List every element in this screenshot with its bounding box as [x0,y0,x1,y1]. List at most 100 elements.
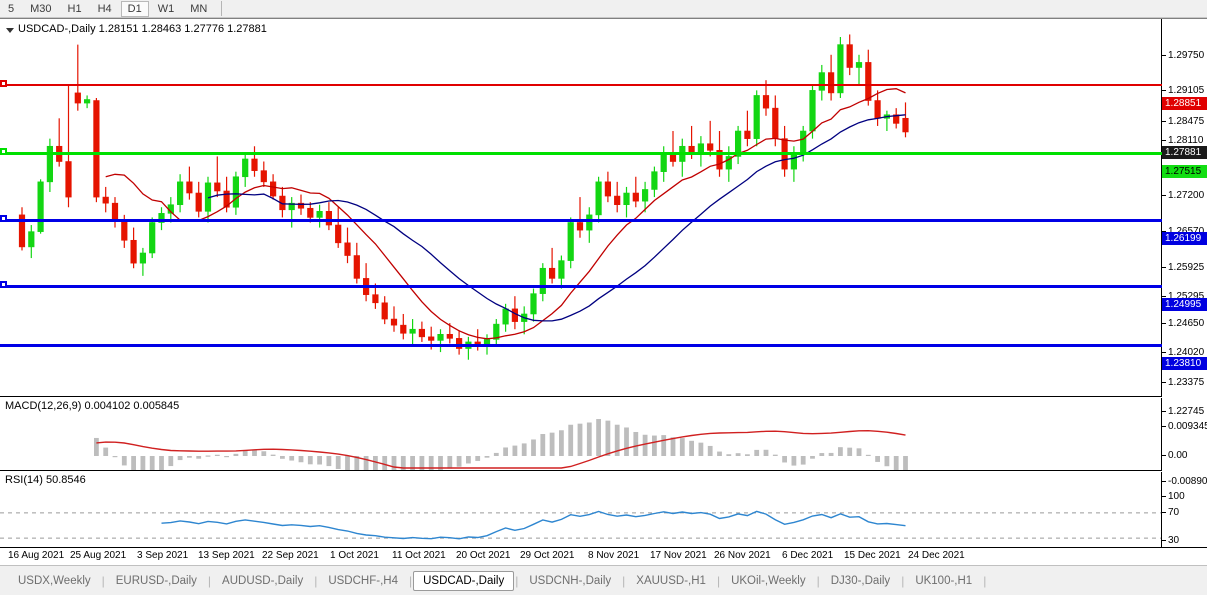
chart-tab-dj30-daily[interactable]: DJ30-,Daily [830,574,891,587]
chart-tab-audusd-daily[interactable]: AUDUSD-,Daily [222,574,304,587]
timeframe-button-d1[interactable]: D1 [120,0,149,17]
axis-tick-label: 1.28110 [1168,135,1204,146]
axis-tick-label: 1.23375 [1168,377,1205,388]
axis-tick: 1.22745 [1162,407,1204,417]
price-line-handle[interactable] [0,148,7,155]
chart-dropdown-icon[interactable] [6,28,14,33]
price-tag-blue[interactable]: 1.24995 [1162,298,1207,311]
chart-tab-usdx-weekly[interactable]: USDX,Weekly [18,574,91,587]
date-axis-label: 26 Nov 2021 [714,550,771,561]
axis-tick: 30 [1162,536,1179,546]
date-axis-label: 16 Aug 2021 [8,550,65,561]
price-line-support-blue-1[interactable] [0,219,1162,222]
chart-tab-usdcnh-daily[interactable]: USDCNH-,Daily [529,574,612,587]
tab-separator: | [207,573,212,588]
timeframe-button-mn[interactable]: MN [190,2,208,15]
axis-tick: 1.28110 [1162,136,1203,146]
chart-tab-eurusd-daily[interactable]: EURUSD-,Daily [115,574,197,587]
axis-tick: 1.29105 [1162,86,1204,96]
axis-tick-label: 100 [1168,491,1185,502]
axis-tick: 1.24020 [1162,348,1204,358]
tab-separator: | [901,573,905,588]
tab-separator: | [622,573,626,588]
tab-separator: | [983,573,987,588]
price-tag-red[interactable]: 1.28851 [1162,97,1207,110]
axis-tick: 1.27200 [1162,191,1204,201]
price-tag-black[interactable]: 1.27881 [1162,146,1207,159]
axis-tick: 1.24650 [1162,319,1204,329]
timeframe-button-m30[interactable]: M30 [30,2,52,15]
chart-tab-usdcad-daily[interactable]: USDCAD-,Daily [413,570,515,591]
axis-tick: 1.26570 [1162,227,1204,237]
axis-tick-label: 1.24020 [1168,347,1205,358]
date-axis-label: 13 Sep 2021 [198,550,255,561]
chart-tab-xauusd-h1[interactable]: XAUUSD-,H1 [636,574,706,587]
axis-tick: 0.00 [1162,451,1187,461]
price-line-resistance-red[interactable] [0,84,1162,86]
date-axis-label: 8 Nov 2021 [588,550,640,561]
timeframe-button-w1[interactable]: W1 [157,2,175,15]
date-axis-label: 6 Dec 2021 [782,550,834,561]
price-tag-blue[interactable]: 1.23810 [1162,357,1207,370]
date-axis-label: 1 Oct 2021 [330,550,379,561]
price-line-support-blue-3[interactable] [0,344,1162,347]
axis-tick: 1.23375 [1162,378,1204,388]
price-tag-blue[interactable]: 1.26199 [1162,232,1207,245]
axis-tick-label: 1.25925 [1168,262,1205,273]
date-axis-label: 3 Sep 2021 [137,550,189,561]
timeframe-button-h1[interactable]: H1 [67,2,82,15]
axis-tick-label: 1.29105 [1168,85,1205,96]
macd-pane[interactable]: MACD(12,26,9) 0.004102 0.005845 [0,398,1162,471]
macd-canvas [94,419,908,470]
price-line-handle[interactable] [0,281,7,288]
timeframe-button-5[interactable]: 5 [8,2,15,15]
candlestick-canvas [18,34,909,360]
axis-tick: 0.009345 [1162,422,1207,432]
axis-tick: -0.00890 [1162,477,1207,487]
axis-tick: 1.29750 [1162,51,1204,61]
axis-tick-label: 1.25295 [1168,291,1205,302]
price-axis[interactable]: 1.29750 1.29105 1.28475 1.28110 1.27200 1.265… [1162,19,1207,562]
axis-tick: 100 [1162,492,1185,502]
timeframe-button-h4[interactable]: H4 [97,2,112,15]
tab-separator: | [408,573,413,588]
tab-separator: | [816,573,820,588]
chart-tabs-bar: USDX,Weekly | EURUSD-,Daily | AUDUSD-,Daily |… [0,565,1207,595]
axis-tick-label: 1.27200 [1168,190,1205,201]
tab-separator: | [716,573,721,588]
axis-tick-label: 1.26570 [1168,226,1204,237]
date-axis-label: 20 Oct 2021 [456,550,511,561]
price-line-handle[interactable] [0,80,7,87]
chart-area: USDCAD-,Daily 1.28151 1.28463 1.27776 1.… [0,18,1207,562]
toolbar-divider [221,1,223,16]
date-axis: 16 Aug 2021 25 Aug 2021 3 Sep 2021 13 Sep 2… [0,547,1207,565]
axis-tick: 70 [1162,508,1179,518]
rsi-canvas [0,510,1161,540]
date-axis-label: 17 Nov 2021 [650,550,707,561]
axis-tick: 1.25925 [1162,263,1204,273]
chart-tab-usdchf-h4[interactable]: USDCHF-,H4 [328,574,398,587]
date-axis-label: 29 Oct 2021 [520,550,575,561]
tab-separator: | [101,573,105,588]
axis-tick-label: 0.009345 [1168,421,1207,432]
macd-label: MACD(12,26,9) 0.004102 0.005845 [5,400,180,412]
axis-tick-label: 30 [1168,535,1180,546]
axis-tick-label: 1.24650 [1168,318,1205,329]
axis-tick-label: 1.29750 [1168,50,1205,61]
chart-tab-uk100-h1[interactable]: UK100-,H1 [915,574,973,587]
axis-tick-label: 0.00 [1168,450,1188,461]
chart-tab-ukoil-weekly[interactable]: UKOil-,Weekly [731,574,806,587]
axis-tick-label: -0.00890 [1168,476,1207,487]
price-line-support-blue-2[interactable] [0,285,1162,288]
price-pane[interactable]: USDCAD-,Daily 1.28151 1.28463 1.27776 1.… [0,19,1162,397]
price-tag-green[interactable]: 1.27515 [1162,165,1207,178]
timeframe-toolbar: 5 M30 H1 H4 D1 W1 MN [0,0,1207,18]
price-line-handle[interactable] [0,215,7,222]
axis-tick-label: 1.22745 [1168,406,1205,417]
date-axis-label: 24 Dec 2021 [908,550,965,561]
rsi-pane[interactable]: RSI(14) 50.8546 [0,472,1162,548]
price-line-support-green[interactable] [0,152,1162,155]
axis-tick-label: 70 [1168,507,1180,518]
date-axis-label: 15 Dec 2021 [844,550,901,561]
